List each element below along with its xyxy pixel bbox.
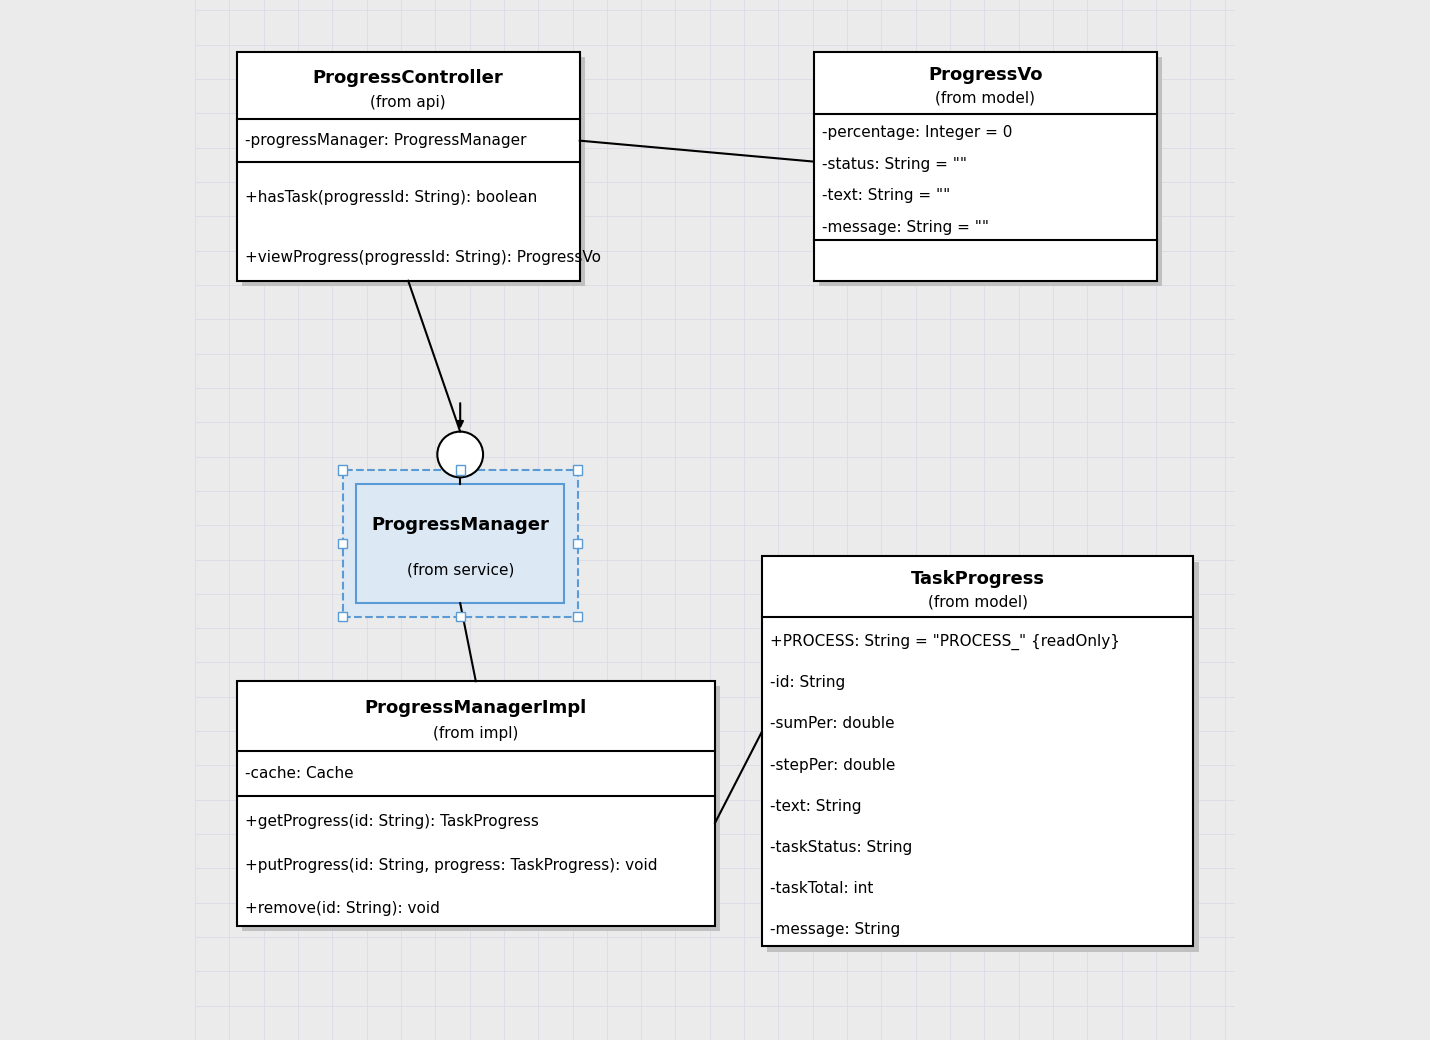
FancyBboxPatch shape bbox=[356, 484, 565, 603]
FancyBboxPatch shape bbox=[242, 686, 721, 931]
FancyBboxPatch shape bbox=[343, 470, 578, 617]
Text: -stepPer: double: -stepPer: double bbox=[771, 758, 895, 773]
Text: -status: String = "": -status: String = "" bbox=[822, 157, 967, 172]
FancyBboxPatch shape bbox=[814, 52, 1157, 281]
Text: (from model): (from model) bbox=[928, 594, 1028, 609]
Text: (from model): (from model) bbox=[935, 90, 1035, 106]
Text: -text: String: -text: String bbox=[771, 799, 862, 814]
Circle shape bbox=[438, 432, 483, 477]
Text: -sumPer: double: -sumPer: double bbox=[771, 717, 895, 731]
FancyBboxPatch shape bbox=[337, 465, 347, 474]
Text: -progressManager: ProgressManager: -progressManager: ProgressManager bbox=[245, 133, 526, 148]
FancyBboxPatch shape bbox=[236, 52, 579, 281]
FancyBboxPatch shape bbox=[456, 465, 465, 474]
Text: (from api): (from api) bbox=[370, 95, 446, 110]
FancyBboxPatch shape bbox=[573, 539, 582, 548]
Text: -taskStatus: String: -taskStatus: String bbox=[771, 840, 912, 855]
FancyBboxPatch shape bbox=[337, 612, 347, 622]
Text: ProgressController: ProgressController bbox=[313, 69, 503, 86]
Text: -text: String = "": -text: String = "" bbox=[822, 188, 951, 203]
Text: +PROCESS: String = "PROCESS_" {readOnly}: +PROCESS: String = "PROCESS_" {readOnly} bbox=[771, 633, 1120, 650]
Text: ProgressManagerImpl: ProgressManagerImpl bbox=[365, 699, 586, 717]
Text: -message: String: -message: String bbox=[771, 922, 901, 937]
Text: TaskProgress: TaskProgress bbox=[911, 570, 1044, 589]
Text: -cache: Cache: -cache: Cache bbox=[245, 766, 353, 781]
Text: -taskTotal: int: -taskTotal: int bbox=[771, 881, 874, 896]
Text: +putProgress(id: String, progress: TaskProgress): void: +putProgress(id: String, progress: TaskP… bbox=[245, 858, 658, 873]
Text: ProgressVo: ProgressVo bbox=[928, 67, 1042, 84]
Text: (from impl): (from impl) bbox=[433, 726, 519, 740]
Text: ProgressManager: ProgressManager bbox=[372, 517, 549, 535]
FancyBboxPatch shape bbox=[236, 681, 715, 926]
Text: +hasTask(progressId: String): boolean: +hasTask(progressId: String): boolean bbox=[245, 190, 538, 205]
FancyBboxPatch shape bbox=[456, 612, 465, 622]
FancyBboxPatch shape bbox=[819, 57, 1163, 286]
FancyBboxPatch shape bbox=[337, 539, 347, 548]
Text: (from service): (from service) bbox=[406, 563, 513, 577]
Text: +getProgress(id: String): TaskProgress: +getProgress(id: String): TaskProgress bbox=[245, 814, 539, 830]
FancyBboxPatch shape bbox=[766, 562, 1198, 952]
FancyBboxPatch shape bbox=[573, 465, 582, 474]
Text: -id: String: -id: String bbox=[771, 675, 845, 691]
Text: -message: String = "": -message: String = "" bbox=[822, 219, 990, 235]
FancyBboxPatch shape bbox=[242, 57, 585, 286]
Text: +viewProgress(progressId: String): ProgressVo: +viewProgress(progressId: String): Progr… bbox=[245, 250, 601, 264]
FancyBboxPatch shape bbox=[573, 612, 582, 622]
Text: +remove(id: String): void: +remove(id: String): void bbox=[245, 901, 440, 916]
FancyBboxPatch shape bbox=[762, 556, 1194, 946]
Text: -percentage: Integer = 0: -percentage: Integer = 0 bbox=[822, 125, 1012, 140]
